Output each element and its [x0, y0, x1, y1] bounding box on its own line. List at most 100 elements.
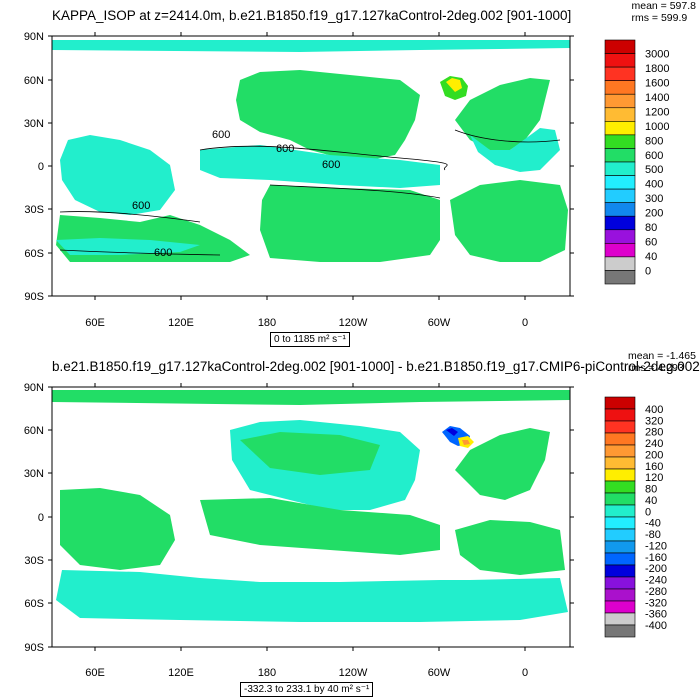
- stats-box: mean = 597.8 rms = 599.9: [631, 0, 696, 24]
- colorbar: 3000180016001400120010008006005004003002…: [604, 39, 669, 285]
- colorbar-swatch: [604, 270, 636, 285]
- colorbar-swatch: [604, 444, 636, 458]
- north-pacific-inner: [240, 432, 380, 475]
- arctic-ocean: [52, 390, 570, 405]
- indian-ocean: [60, 135, 175, 215]
- colorbar-swatch: [604, 175, 636, 190]
- colorbar-swatch: [604, 107, 636, 122]
- lat-label: 90S: [24, 642, 44, 654]
- lat-ticks: [48, 386, 574, 648]
- colorbar-label: -160: [645, 552, 667, 564]
- lat-label: 30S: [24, 555, 44, 567]
- bottom-map-panel: b.e21.B1850.f19_g17.127kaControl-2deg.00…: [0, 350, 700, 700]
- colorbar-label: -320: [645, 597, 667, 609]
- lon-label: 0: [522, 317, 528, 329]
- contour-label: 600: [212, 129, 230, 141]
- tropical-pacific: [200, 498, 440, 555]
- colorbar-swatch: [604, 93, 636, 109]
- contour-label: 600: [322, 159, 340, 171]
- north-atlantic: [455, 428, 550, 500]
- north-pacific: [236, 70, 420, 160]
- lat-label: 90N: [24, 31, 44, 43]
- lat-label: 30N: [24, 468, 44, 480]
- colorbar-label: -360: [645, 609, 667, 621]
- colorbar-swatch: [604, 408, 636, 422]
- colorbar-swatch: [604, 80, 636, 95]
- colorbar-swatch: [604, 552, 636, 566]
- panel-title: KAPPA_ISOP at z=2414.0m, b.e21.B1850.f19…: [52, 8, 572, 23]
- lat-label: 0: [38, 161, 44, 173]
- colorbar-swatch: [604, 229, 636, 244]
- colorbar-label: 40: [645, 495, 657, 507]
- lon-label: 60W: [428, 317, 451, 329]
- lon-label: 120E: [168, 317, 194, 329]
- colorbar-swatch: [604, 600, 636, 614]
- lon-label: 120W: [339, 317, 368, 329]
- south-atlantic: [455, 520, 565, 575]
- panel-title: b.e21.B1850.f19_g17.127kaControl-2deg.00…: [52, 359, 700, 374]
- colorbar-swatch: [604, 624, 636, 638]
- colorbar-label: 1400: [645, 92, 669, 104]
- colorbar-label: 300: [645, 193, 663, 205]
- lat-label: 90S: [24, 291, 44, 303]
- lat-label: 30S: [24, 204, 44, 216]
- colorbar: 40032028024020016012080400-40-80-120-160…: [604, 396, 667, 638]
- colorbar-label: -80: [645, 529, 661, 541]
- colorbar-swatch: [604, 396, 636, 410]
- colorbar-label: 1000: [645, 121, 669, 133]
- colorbar-swatch: [604, 516, 636, 530]
- range-label: -332.3 to 233.1 by 40 m² s⁻¹: [240, 682, 374, 697]
- arctic-ocean: [52, 40, 570, 52]
- colorbar-label: 320: [645, 415, 663, 427]
- mean-label: mean = -1.465: [627, 350, 696, 362]
- colorbar-swatch: [604, 202, 636, 217]
- colorbar-swatch: [604, 188, 636, 203]
- mean-label: mean = 597.8: [631, 0, 696, 12]
- colorbar-label: 400: [645, 404, 663, 416]
- colorbar-swatch: [604, 528, 636, 542]
- map-plot: 90N 60N 30N 0 30S 60S 90S 60E 120E 180 1…: [24, 382, 667, 679]
- colorbar-label: 0: [645, 506, 651, 518]
- southern-band: [56, 238, 200, 255]
- lon-ticks: [94, 383, 526, 651]
- lat-label: 60S: [24, 598, 44, 610]
- lat-label: 60N: [24, 75, 44, 87]
- lat-ticks: [48, 35, 574, 297]
- southern-ocean: [56, 570, 568, 622]
- labrador-anomaly-core: [446, 428, 458, 436]
- colorbar-label: 400: [645, 179, 663, 191]
- colorbar-swatch: [604, 588, 636, 602]
- lon-ticks: [94, 32, 526, 300]
- colorbar-label: 200: [645, 208, 663, 220]
- indian-ocean: [60, 488, 175, 570]
- lon-label: 60W: [428, 667, 451, 679]
- colorbar-label: -40: [645, 518, 661, 530]
- colorbar-swatch: [604, 564, 636, 578]
- colorbar-swatch: [604, 161, 636, 176]
- tropical-atlantic: [470, 128, 560, 172]
- colorbar-label: 800: [645, 135, 663, 147]
- lon-label: 180: [258, 667, 276, 679]
- lat-label: 60N: [24, 425, 44, 437]
- contour-label: 600: [276, 143, 294, 155]
- colorbar-label: 200: [645, 449, 663, 461]
- colorbar-swatch: [604, 121, 636, 136]
- lon-label: 120W: [339, 667, 368, 679]
- lat-label: 0: [38, 512, 44, 524]
- stats-box: mean = -1.465 rms = 4.293: [628, 350, 696, 374]
- colorbar-label: 240: [645, 438, 663, 450]
- colorbar-label: 60: [645, 237, 657, 249]
- contour-label: 600: [154, 247, 172, 259]
- colorbar-label: 600: [645, 150, 663, 162]
- lon-label: 0: [522, 667, 528, 679]
- colorbar-label: 1600: [645, 77, 669, 89]
- colorbar-label: 160: [645, 461, 663, 473]
- lon-label: 180: [258, 317, 276, 329]
- colorbar-label: 3000: [645, 49, 669, 61]
- colorbar-swatch: [604, 148, 636, 163]
- colorbar-label: 1200: [645, 106, 669, 118]
- colorbar-label: -120: [645, 540, 667, 552]
- colorbar-swatch: [604, 540, 636, 554]
- tropical-pacific: [200, 145, 440, 188]
- colorbar-swatch: [604, 492, 636, 506]
